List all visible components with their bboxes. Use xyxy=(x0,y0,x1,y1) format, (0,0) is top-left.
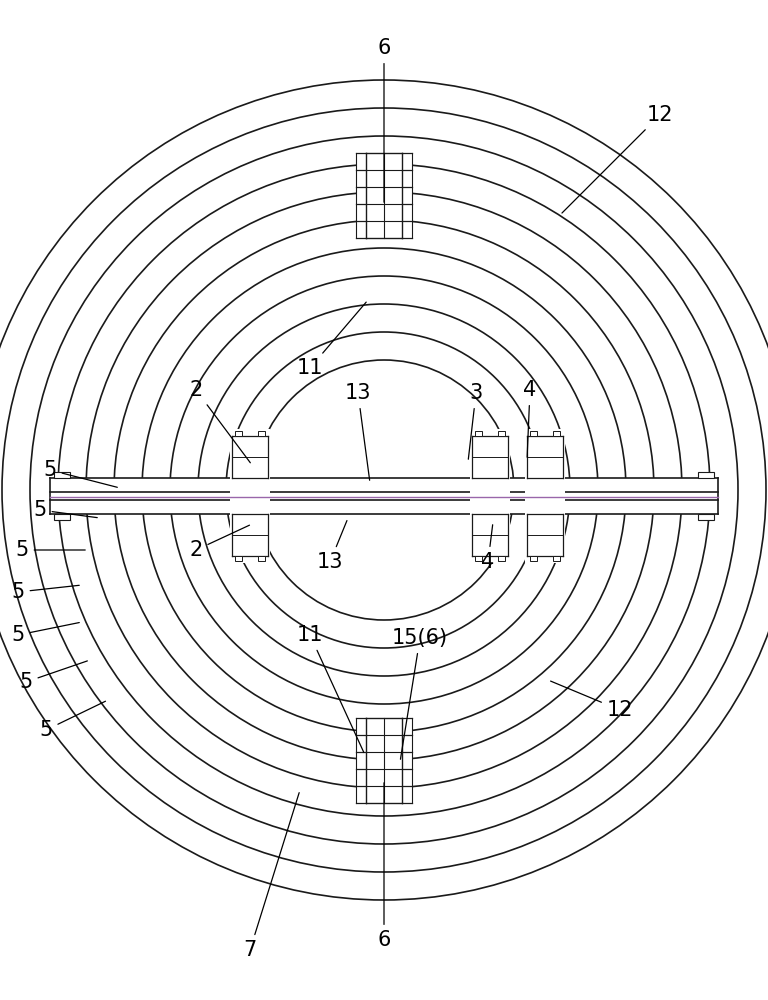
Text: 2: 2 xyxy=(190,380,250,463)
Text: 15(6): 15(6) xyxy=(392,628,448,759)
Bar xyxy=(54,514,70,520)
Text: 13: 13 xyxy=(345,383,371,480)
Text: 12: 12 xyxy=(551,681,634,720)
Bar xyxy=(470,429,510,563)
Bar xyxy=(235,431,242,436)
Bar xyxy=(258,556,265,561)
Bar xyxy=(356,152,412,237)
Text: 12: 12 xyxy=(562,105,674,213)
Bar xyxy=(258,431,265,436)
Bar xyxy=(54,472,70,478)
Bar xyxy=(525,429,565,563)
Bar xyxy=(498,556,505,561)
Bar xyxy=(553,431,560,436)
Text: 5: 5 xyxy=(12,582,79,602)
Bar xyxy=(230,429,270,563)
Text: 5: 5 xyxy=(15,540,85,560)
Text: 6: 6 xyxy=(377,783,391,950)
Text: 5: 5 xyxy=(19,661,88,692)
Bar xyxy=(553,556,560,561)
Text: 4: 4 xyxy=(482,525,495,572)
Bar xyxy=(235,556,242,561)
Text: 11: 11 xyxy=(296,302,366,378)
Bar xyxy=(530,431,537,436)
Text: 11: 11 xyxy=(296,625,364,752)
Text: 4: 4 xyxy=(523,380,537,457)
Bar xyxy=(530,556,537,561)
Text: 6: 6 xyxy=(377,38,391,202)
Text: 5: 5 xyxy=(39,701,105,740)
Bar xyxy=(475,431,482,436)
Text: 7: 7 xyxy=(243,793,300,960)
Bar xyxy=(50,478,718,514)
Bar xyxy=(698,514,714,520)
Text: 13: 13 xyxy=(316,521,347,572)
Text: 5: 5 xyxy=(33,500,98,520)
Bar xyxy=(498,431,505,436)
Bar xyxy=(356,718,412,802)
Bar xyxy=(698,472,714,478)
Text: 3: 3 xyxy=(468,383,482,459)
Text: 2: 2 xyxy=(190,525,250,560)
Text: 5: 5 xyxy=(43,460,118,487)
Bar xyxy=(475,556,482,561)
Text: 5: 5 xyxy=(12,623,79,645)
